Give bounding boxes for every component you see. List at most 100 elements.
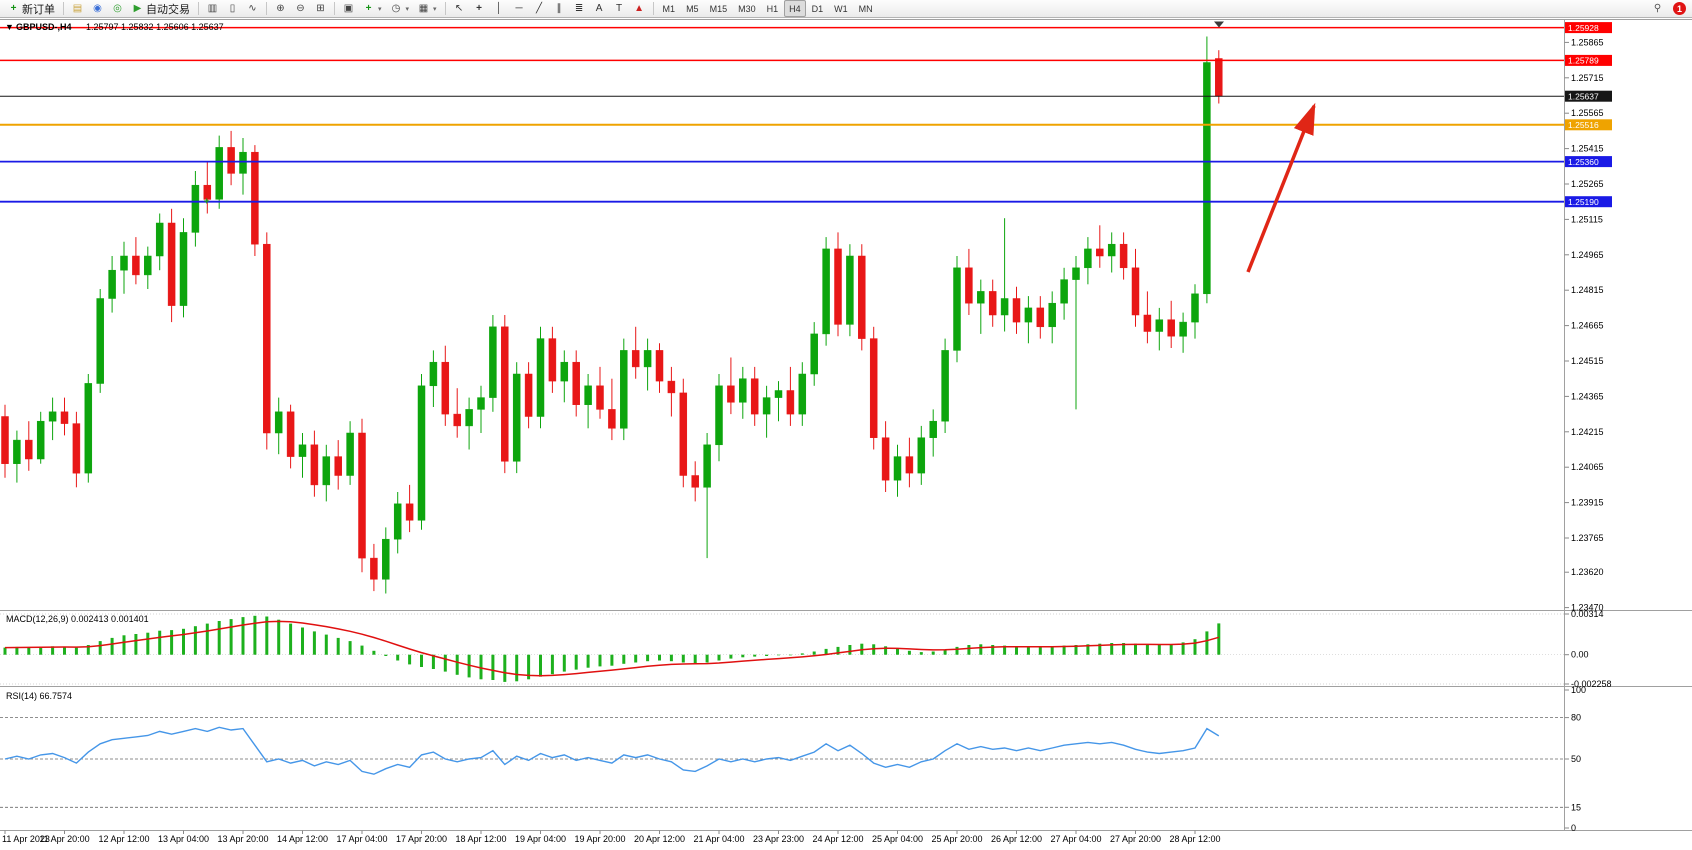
price-tick: 1.24215 <box>1571 427 1604 437</box>
timeframe-h1[interactable]: H1 <box>766 3 779 14</box>
timeframe-h4[interactable]: H4 <box>784 0 806 17</box>
candle <box>524 362 533 429</box>
new-order-button[interactable]: + 新订单 <box>4 0 59 18</box>
candlestick-icon: ▯ <box>229 2 236 14</box>
horizontal-line-button[interactable]: ─ <box>510 0 529 18</box>
price-tick: 1.25415 <box>1571 144 1604 154</box>
price-label-1.25190: 1.25190 <box>1568 197 1599 207</box>
templates-button[interactable]: ▦ ▾ <box>414 0 441 18</box>
timeframe-w1[interactable]: W1 <box>834 3 848 14</box>
candle <box>596 366 604 419</box>
candle <box>48 397 57 441</box>
candle <box>144 246 152 289</box>
template-icon: ▦ <box>418 2 429 14</box>
chart-canvas[interactable]: 1.25928 1.25789 1.25637 1.25516 1.25360 1.251… <box>0 18 1692 850</box>
zoom-in-button[interactable]: ⊕ <box>271 0 290 18</box>
bar-chart-button[interactable]: ▥ <box>203 0 222 18</box>
price-tick: 1.24665 <box>1571 321 1604 331</box>
candle <box>405 484 414 533</box>
label-button[interactable]: T <box>610 0 629 18</box>
candle <box>1084 237 1092 285</box>
candle <box>358 418 366 573</box>
price-label-1.25360: 1.25360 <box>1568 157 1599 167</box>
candle <box>1024 296 1033 344</box>
clock-icon: ◷ <box>391 2 401 14</box>
plus-marker-object[interactable]: + <box>204 197 210 208</box>
search-button[interactable]: ⚲ <box>1648 0 1667 18</box>
timeframe-m15[interactable]: M15 <box>709 3 728 14</box>
timeframe-m1[interactable]: M1 <box>662 3 676 14</box>
rsi-scale-label: 0 <box>1571 823 1576 833</box>
timeframe-mn[interactable]: MN <box>858 3 873 14</box>
candle <box>84 374 93 483</box>
new-chart-button[interactable]: ▣ <box>339 0 358 18</box>
profile-button[interactable]: ◉ <box>88 0 107 18</box>
rsi-scale-label: 100 <box>1571 685 1586 695</box>
cursor-button[interactable]: ↖ <box>450 0 469 18</box>
timeframe-d1[interactable]: D1 <box>811 3 824 14</box>
candle <box>1060 267 1068 320</box>
cursor-icon: ↖ <box>454 2 464 14</box>
candle <box>1155 307 1164 351</box>
candle <box>25 421 33 471</box>
time-tick: 20 Apr 12:00 <box>634 834 685 844</box>
price-tick: 1.23915 <box>1571 498 1604 508</box>
toolbar-separator <box>652 2 654 15</box>
arrows-button[interactable]: ▲ <box>630 0 649 18</box>
candle <box>132 237 140 285</box>
new-order-button-label: 新订单 <box>22 3 55 16</box>
symbol-title: GBPUSD-,H4 <box>16 22 72 32</box>
tile-windows-button[interactable]: ⊞ <box>311 0 330 18</box>
candle <box>191 171 200 247</box>
time-tick: 12 Apr 12:00 <box>98 834 149 844</box>
crosshair-button[interactable]: + <box>470 0 489 18</box>
chart-plot-area[interactable] <box>0 20 1564 610</box>
vertical-line-button[interactable]: │ <box>490 0 509 18</box>
files-button[interactable]: ▤ <box>68 0 87 18</box>
zoom-out-icon: ⊖ <box>296 2 305 14</box>
candle <box>620 338 628 441</box>
fibonacci-button[interactable]: ≣ <box>570 0 589 18</box>
time-axis[interactable] <box>0 831 1564 850</box>
periods-button[interactable]: ◷ ▾ <box>387 0 414 18</box>
timeframe-m30[interactable]: M30 <box>738 3 756 14</box>
notification-badge[interactable]: 1 <box>1673 2 1686 15</box>
candle <box>667 366 676 417</box>
timeframe-m5[interactable]: M5 <box>686 3 699 14</box>
new-order-icon: + <box>10 2 17 14</box>
candle <box>441 345 450 426</box>
candle <box>1036 296 1045 339</box>
candle <box>691 461 699 502</box>
indicators-button[interactable]: + ▾ <box>359 0 386 18</box>
zoom-out-button[interactable]: ⊖ <box>291 0 310 18</box>
channel-button[interactable]: ∥ <box>550 0 569 18</box>
candle <box>905 437 914 488</box>
time-tick: 21 Apr 04:00 <box>693 834 744 844</box>
price-axis[interactable] <box>1565 20 1692 830</box>
time-tick: 27 Apr 20:00 <box>1110 834 1161 844</box>
text-button[interactable]: A <box>590 0 609 18</box>
candle <box>1143 291 1152 344</box>
text-icon: A <box>595 2 603 14</box>
price-tick: 1.24815 <box>1571 285 1604 295</box>
candle <box>1179 312 1187 353</box>
candle <box>1 404 9 478</box>
auto-trading-button[interactable]: ▶ 自动交易 <box>128 0 194 18</box>
trend-arrow-object[interactable] <box>1246 102 1316 273</box>
one-click-trading-toggle[interactable]: ▼ <box>5 22 14 32</box>
chart-shift-marker[interactable] <box>1214 21 1224 28</box>
price-tick: 1.23470 <box>1571 603 1604 613</box>
candle <box>1131 248 1140 327</box>
candle <box>798 362 807 426</box>
candle <box>810 322 818 386</box>
candle <box>120 241 128 294</box>
price-tick: 1.24965 <box>1571 250 1604 260</box>
line-chart-button[interactable]: ∿ <box>243 0 262 18</box>
macd-scale-label: 0.00 <box>1571 650 1589 660</box>
support-button[interactable]: ◎ <box>108 0 127 18</box>
price-tick: 1.25265 <box>1571 179 1604 189</box>
trendline-button[interactable]: ╱ <box>530 0 549 18</box>
candle <box>548 326 557 393</box>
candlestick-chart-button[interactable]: ▯ <box>223 0 242 18</box>
macd-signal-line <box>4 620 1220 677</box>
